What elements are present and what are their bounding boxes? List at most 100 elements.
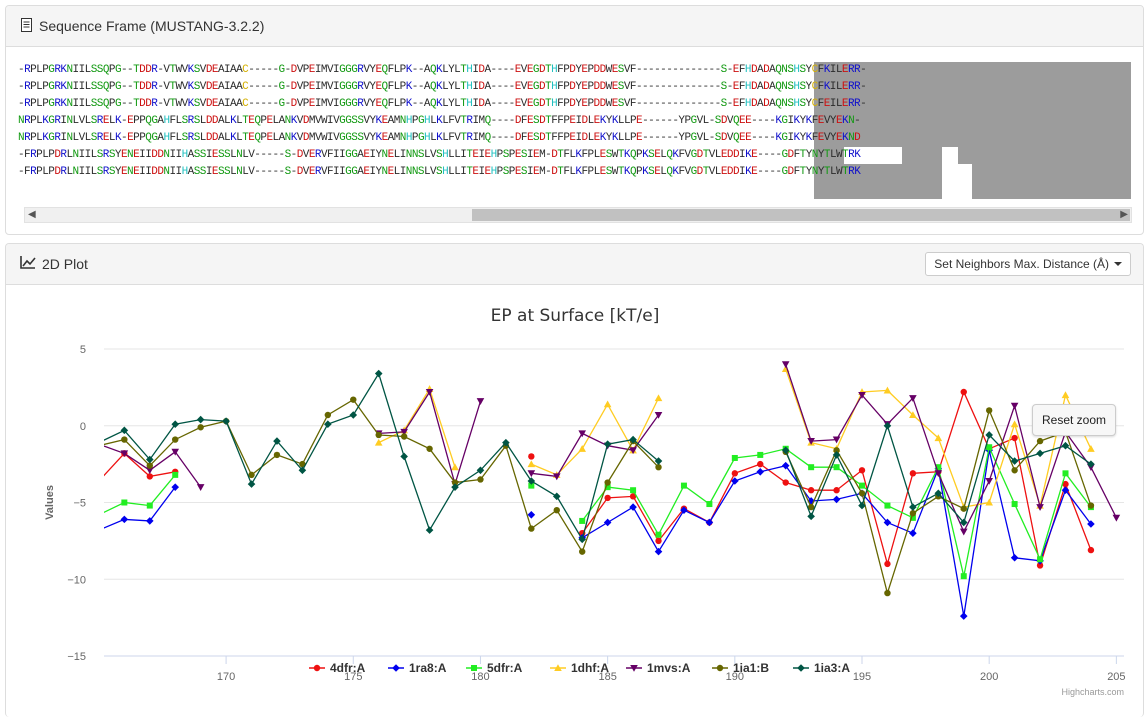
data-point-1mvs:A bbox=[909, 395, 917, 402]
data-point-1ia1:B bbox=[426, 445, 433, 452]
data-point-5dfr:A bbox=[909, 514, 916, 521]
data-point-1ia3:A bbox=[985, 431, 993, 439]
scroll-left-icon[interactable]: ◀ bbox=[28, 209, 36, 220]
data-point-1ia1:B bbox=[146, 462, 153, 469]
data-point-1ra8:A bbox=[959, 612, 968, 620]
data-point-1ra8:A bbox=[120, 515, 129, 524]
data-point-1ia1:B bbox=[1011, 467, 1018, 474]
legend-marker bbox=[313, 664, 321, 672]
x-tick-label: 190 bbox=[726, 671, 744, 683]
plot-header: 2D Plot Set Neighbors Max. Distance (Å) bbox=[6, 244, 1143, 285]
legend-item-label: 1ia1:B bbox=[733, 661, 769, 675]
scroll-right-icon[interactable]: ▶ bbox=[1120, 209, 1128, 220]
ep-surface-chart[interactable]: EP at Surface [kT/e] Values 5 0 −5 −10 −15 170 1… bbox=[6, 285, 1144, 717]
y-axis-title: Values bbox=[44, 485, 56, 520]
data-point-5dfr:A bbox=[706, 501, 713, 508]
conservation-block bbox=[844, 62, 972, 147]
data-point-1ra8:A bbox=[1010, 553, 1019, 562]
data-point-5dfr:A bbox=[146, 502, 153, 509]
data-point-1ia3:A bbox=[425, 526, 434, 534]
data-point-1mvs:A bbox=[120, 450, 129, 458]
data-point-1ia3:A bbox=[120, 426, 129, 435]
data-point-4dfr:A bbox=[1011, 434, 1018, 442]
series-line-4dfr:A bbox=[104, 452, 176, 478]
data-point-1ia3:A bbox=[273, 437, 281, 445]
sequence-alignment[interactable]: -RPLPGRKNIILSSQPG--TDDR-VTWVKSVDEAIAAC--… bbox=[18, 62, 1131, 224]
data-point-1ia1:B bbox=[400, 433, 408, 440]
data-point-1ia3:A bbox=[934, 489, 943, 498]
data-point-1dhf:A bbox=[883, 386, 892, 394]
legend-marker bbox=[630, 664, 638, 672]
sequence-row: NRPLKGRINLVLSRELK-EPPQGAHFLSRSLDDALKLTEQ… bbox=[18, 115, 861, 127]
data-point-1ia3:A bbox=[145, 455, 154, 464]
reset-zoom-button[interactable]: Reset zoom bbox=[1032, 404, 1116, 436]
x-tick-label: 200 bbox=[980, 671, 998, 683]
data-point-1mvs:A bbox=[858, 392, 866, 399]
legend-item-label: 1dhf:A bbox=[571, 661, 609, 675]
series-line-1dhf:A bbox=[531, 397, 660, 476]
data-point-1ia1:B bbox=[324, 411, 332, 419]
data-point-1mvs:A bbox=[527, 470, 536, 478]
data-point-5dfr:A bbox=[960, 573, 967, 580]
data-point-4dfr:A bbox=[629, 493, 637, 500]
data-point-1ia3:A bbox=[1036, 449, 1044, 458]
data-point-1ia1:B bbox=[655, 463, 662, 471]
data-point-1mvs:A bbox=[552, 473, 561, 481]
data-point-1dhf:A bbox=[934, 434, 943, 442]
data-point-1dhf:A bbox=[654, 394, 663, 402]
data-point-1ia3:A bbox=[502, 438, 510, 447]
data-point-1mvs:A bbox=[1112, 514, 1121, 522]
data-point-4dfr:A bbox=[884, 560, 891, 568]
data-point-1ia1:B bbox=[833, 447, 840, 454]
data-point-1mvs:A bbox=[425, 388, 434, 396]
data-point-1ia1:B bbox=[197, 424, 204, 431]
data-point-4dfr:A bbox=[1087, 546, 1095, 554]
data-point-5dfr:A bbox=[172, 471, 179, 478]
data-point-1ia3:A bbox=[451, 483, 459, 491]
legend-marker bbox=[716, 664, 724, 672]
sequence-frame-header: Sequence Frame (MUSTANG-3.2.2) bbox=[6, 6, 1143, 47]
neighbors-distance-dropdown[interactable]: Set Neighbors Max. Distance (Å) bbox=[925, 252, 1131, 276]
data-point-4dfr:A bbox=[528, 453, 535, 460]
x-tick-label: 175 bbox=[344, 671, 362, 683]
data-point-4dfr:A bbox=[731, 470, 739, 477]
data-point-1ia3:A bbox=[400, 452, 408, 461]
data-point-1ia1:B bbox=[604, 479, 611, 486]
data-point-1ia1:B bbox=[477, 476, 484, 483]
sequence-row: -RPLPGRKNIILSSQPG--TDDR-VTWVKSVDEAIAAC--… bbox=[18, 81, 867, 93]
legend-item-label: 5dfr:A bbox=[487, 661, 523, 675]
data-point-1mvs:A bbox=[578, 430, 587, 438]
sequence-row: -FRPLPDRLNIILSRSYENEIIDDNIIHASSIESSLNLV-… bbox=[18, 166, 861, 178]
data-point-5dfr:A bbox=[528, 482, 535, 489]
sequence-row: -RPLPGRKNIILSSQPG--TDDR-VTWVKSVDEAIAAC--… bbox=[18, 64, 867, 76]
data-point-1dhf:A bbox=[909, 411, 917, 419]
data-point-1ia3:A bbox=[781, 446, 790, 455]
data-point-1ra8:A bbox=[145, 517, 154, 525]
sequence-row: -RPLPGRKNIILSSQPG--TDDR-VTWVKSVDEAIAAC--… bbox=[18, 98, 867, 110]
data-point-1mvs:A bbox=[807, 438, 815, 445]
data-point-1ia1:B bbox=[807, 503, 815, 511]
data-point-1ia3:A bbox=[247, 480, 256, 488]
horizontal-scrollbar[interactable]: ◀ ▶ bbox=[24, 207, 1132, 223]
plot-title: 2D Plot bbox=[42, 256, 88, 272]
data-point-4dfr:A bbox=[757, 460, 764, 468]
sequence-frame-panel: Sequence Frame (MUSTANG-3.2.2) -RPLPGRKN… bbox=[5, 5, 1144, 235]
data-point-5dfr:A bbox=[859, 482, 866, 489]
data-point-1mvs:A bbox=[476, 398, 485, 405]
data-point-4dfr:A bbox=[146, 473, 153, 480]
data-point-5dfr:A bbox=[1037, 556, 1044, 563]
y-tick-label: 5 bbox=[80, 344, 86, 356]
data-point-4dfr:A bbox=[833, 487, 840, 494]
data-point-1ia3:A bbox=[1087, 460, 1095, 468]
data-point-1ia3:A bbox=[324, 420, 332, 429]
plot-panel: 2D Plot Set Neighbors Max. Distance (Å) … bbox=[5, 243, 1144, 717]
data-point-1dhf:A bbox=[578, 444, 587, 452]
data-point-1ia3:A bbox=[222, 417, 230, 425]
chart-svg[interactable]: EP at Surface [kT/e] Values 5 0 −5 −10 −15 170 1… bbox=[6, 285, 1144, 717]
data-point-1mvs:A bbox=[145, 467, 154, 475]
data-point-5dfr:A bbox=[986, 444, 993, 451]
conservation-block bbox=[972, 62, 1131, 199]
legend-marker bbox=[797, 664, 805, 672]
x-tick-label: 170 bbox=[217, 671, 235, 683]
scrollbar-thumb[interactable] bbox=[472, 209, 1130, 221]
